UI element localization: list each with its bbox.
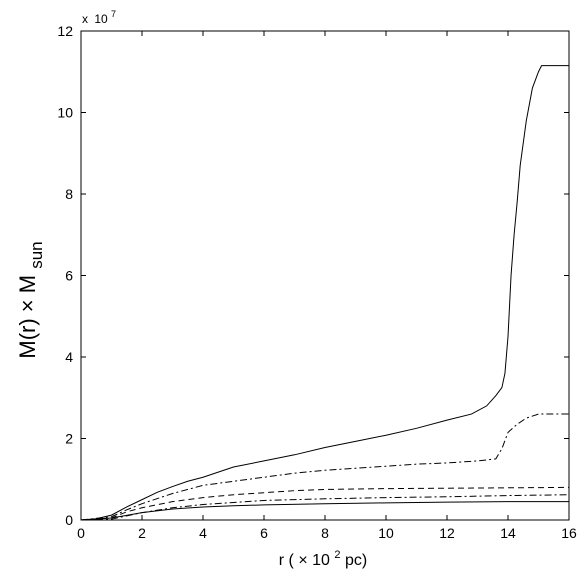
series-line-2	[80, 413, 569, 521]
x-tick-label: 10	[378, 525, 394, 541]
x-axis-label-times: ×	[298, 552, 307, 569]
series-layer	[80, 65, 570, 521]
y-tick-label: 4	[65, 349, 73, 365]
y-tick-label: 10	[57, 105, 73, 121]
x-tick-label: 16	[561, 525, 577, 541]
series-line-5	[80, 501, 569, 521]
y-multiplier-times: x	[82, 12, 88, 26]
x-tick-label: 6	[260, 525, 268, 541]
y-tick-label: 0	[65, 512, 73, 528]
y-tick-label: 8	[65, 186, 73, 202]
series-line-1	[80, 65, 569, 521]
x-axis-label-base: 10	[312, 552, 330, 569]
x-axis-label: r ( × 10 2 pc)	[279, 545, 367, 569]
x-axis-label-suffix: pc)	[345, 552, 367, 569]
plot-area	[80, 30, 570, 521]
y-tick-label: 2	[65, 431, 73, 447]
x-tick-label: 2	[138, 525, 146, 541]
y-multiplier-exp: 7	[111, 9, 116, 19]
x-tick-label: 0	[77, 525, 85, 541]
y-tick-label: 6	[65, 268, 73, 284]
x-tick-label: 12	[439, 525, 455, 541]
y-multiplier-label: x 10 7	[82, 9, 116, 26]
y-tick-label: 12	[57, 23, 73, 39]
x-axis-label-prefix: r (	[279, 552, 295, 569]
x-tick-label: 8	[321, 525, 329, 541]
x-tick-label: 14	[500, 525, 516, 541]
y-axis-label-main: M(r) × M	[15, 275, 40, 359]
x-tick-label: 4	[199, 525, 207, 541]
y-axis-label-sub: sun	[27, 241, 46, 268]
y-axis-label: M(r) × M sun	[15, 241, 46, 358]
x-axis-label-exp: 2	[334, 549, 340, 561]
y-multiplier-base: 10	[94, 12, 108, 26]
ticks-layer: 0 2 4 6 8 10 12 14 16 0 2 4 6 8 10 12	[57, 23, 577, 541]
plot-frame	[80, 30, 570, 521]
series-line-3	[80, 486, 570, 521]
